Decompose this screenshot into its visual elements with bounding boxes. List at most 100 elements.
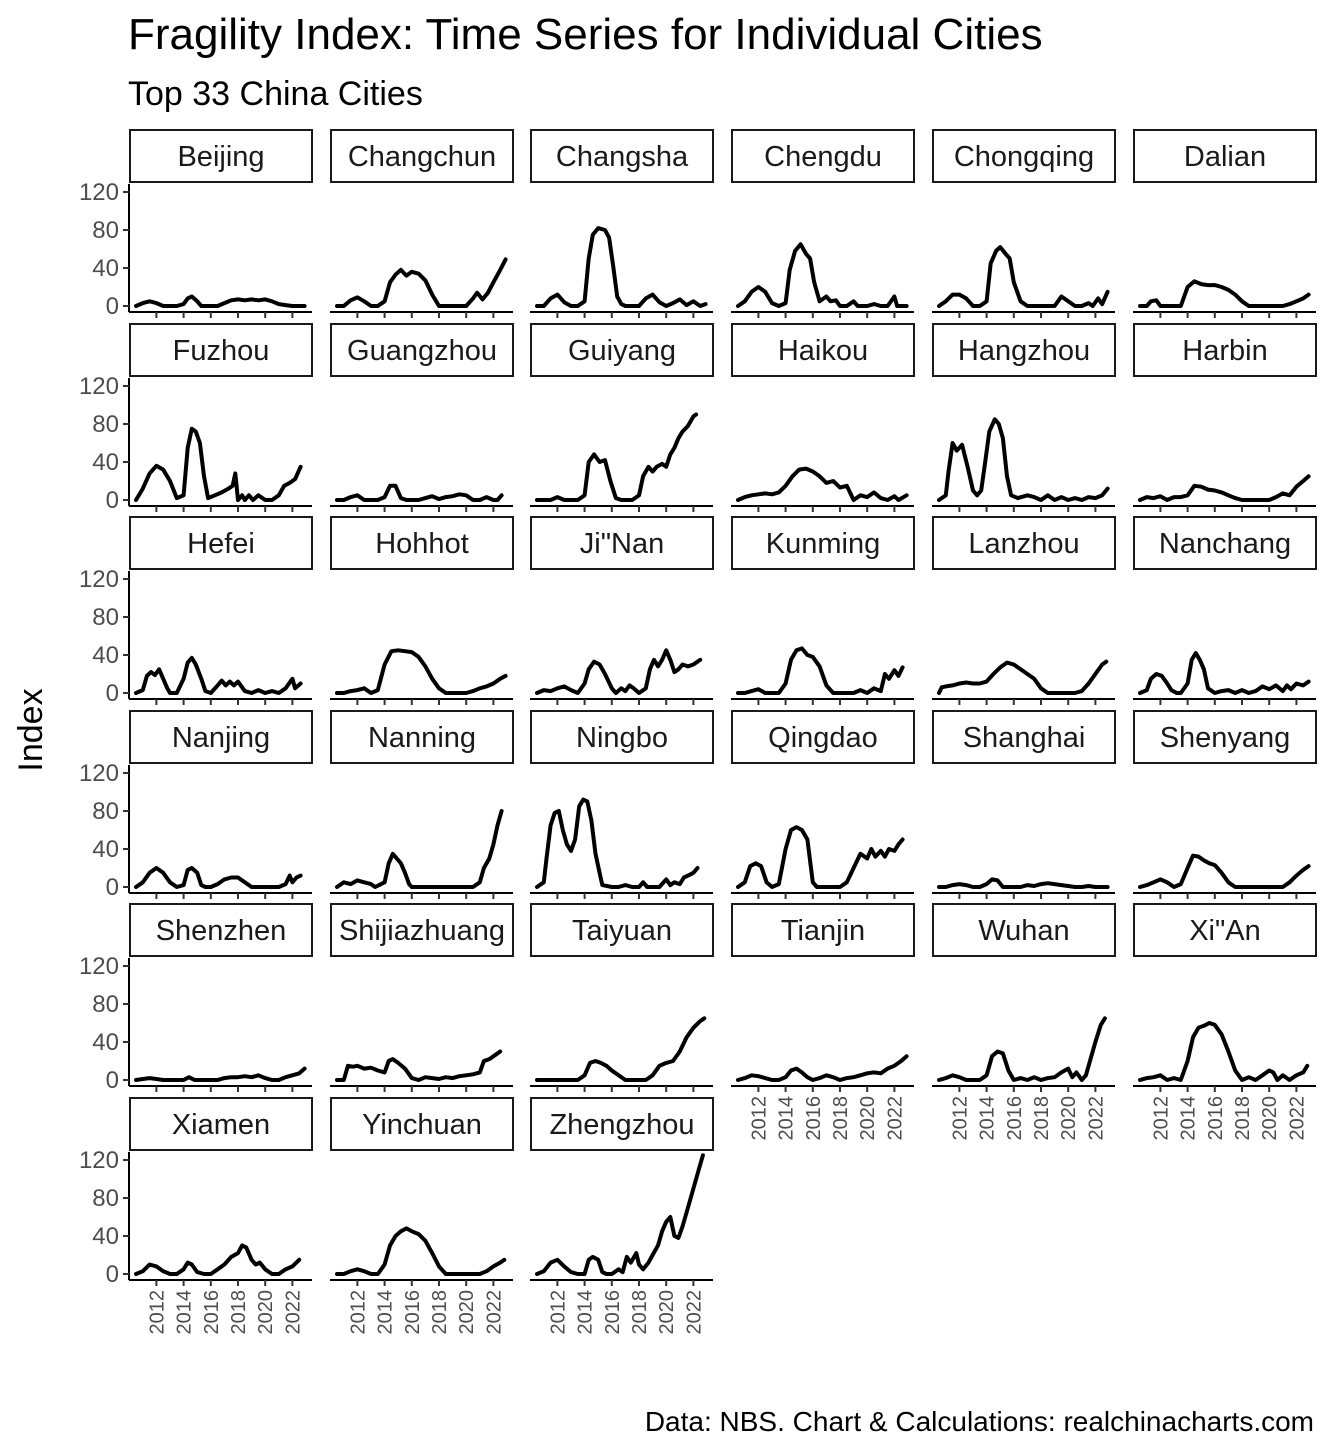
series-line bbox=[335, 1226, 507, 1276]
series-line bbox=[535, 1016, 707, 1082]
series-line bbox=[134, 294, 307, 308]
x-tick-label: 2022 bbox=[282, 1290, 304, 1335]
facet-strip-label: Guangzhou bbox=[347, 335, 497, 367]
facet-strip bbox=[129, 516, 313, 570]
x-tick-label: 2012 bbox=[146, 1290, 168, 1335]
series-line bbox=[535, 1153, 705, 1276]
series-line bbox=[535, 648, 703, 695]
facet-strip bbox=[530, 710, 714, 764]
facet-strip-label: Wuhan bbox=[978, 915, 1069, 947]
series-line bbox=[736, 242, 909, 308]
x-tick-label: 2014 bbox=[575, 1290, 597, 1335]
series-line bbox=[134, 426, 303, 502]
facet-panel-guiyang: Guiyang bbox=[530, 323, 714, 512]
y-tick-label: 80 bbox=[92, 411, 119, 438]
x-tick-label: 2012 bbox=[347, 1290, 369, 1335]
facet-panel-harbin: Harbin bbox=[1133, 323, 1317, 512]
x-tick-label: 2022 bbox=[1286, 1096, 1308, 1141]
facet-strip bbox=[129, 710, 313, 764]
facet-strip-label: Shenzhen bbox=[156, 915, 287, 947]
facet-strip bbox=[1133, 903, 1317, 957]
facet-panel-hohhot: Hohhot bbox=[330, 516, 514, 705]
facet-panel-shijiazhuang: Shijiazhuang bbox=[330, 903, 514, 1092]
facet-strip-label: Haikou bbox=[778, 335, 868, 367]
facet-strip bbox=[731, 323, 915, 377]
y-tick-label: 0 bbox=[106, 680, 119, 707]
y-tick-label: 40 bbox=[92, 836, 119, 863]
facet-strip-label: Kunming bbox=[766, 528, 880, 560]
facet-strip-label: Shijiazhuang bbox=[339, 915, 505, 947]
facet-strip-label: Lanzhou bbox=[968, 528, 1079, 560]
x-tick-label: 2022 bbox=[683, 1290, 705, 1335]
series-line bbox=[134, 1066, 307, 1082]
y-tick-label: 80 bbox=[92, 1185, 119, 1212]
facet-strip-label: Shanghai bbox=[963, 722, 1086, 754]
facet-panel-haikou: Haikou bbox=[731, 323, 915, 512]
series-line bbox=[335, 483, 504, 502]
facet-strip-label: Hohhot bbox=[375, 528, 469, 560]
x-tick-label: 2014 bbox=[977, 1096, 999, 1141]
x-tick-label: 2020 bbox=[456, 1290, 478, 1335]
facet-strip bbox=[129, 129, 313, 183]
facet-panel-jinan: Ji"Nan bbox=[530, 516, 714, 705]
facet-strip bbox=[932, 323, 1116, 377]
x-tick-label: 2016 bbox=[402, 1290, 424, 1335]
x-tick-label: 2020 bbox=[255, 1290, 277, 1335]
y-tick-label: 40 bbox=[92, 1029, 119, 1056]
y-tick-label: 40 bbox=[92, 255, 119, 282]
facet-panel-kunming: Kunming bbox=[731, 516, 915, 705]
y-tick-label: 40 bbox=[92, 1223, 119, 1250]
facet-strip bbox=[731, 129, 915, 183]
facet-panels: Beijing 0 40 80 120 Changchun Changsha Chengdu C… bbox=[79, 129, 1317, 1335]
x-tick-label: 2016 bbox=[201, 1290, 223, 1335]
facet-panel-changsha: Changsha bbox=[530, 129, 714, 318]
facet-strip bbox=[932, 516, 1116, 570]
facet-strip bbox=[1133, 516, 1317, 570]
facet-strip bbox=[330, 903, 514, 957]
facet-panel-shenzhen: Shenzhen 0 40 80 120 bbox=[79, 903, 313, 1094]
facet-panel-tianjin: Tianjin 2012 2014 2016 2018 2020 2022 bbox=[731, 903, 915, 1141]
facet-panel-xiamen: Xiamen 0 40 80 120 2012 2014 2016 2018 2020 2022 bbox=[79, 1097, 313, 1335]
facet-strip-label: Shenyang bbox=[1160, 722, 1291, 754]
series-line bbox=[937, 417, 1110, 502]
facet-strip-label: Zhengzhou bbox=[549, 1109, 694, 1141]
chart-subtitle: Top 33 China Cities bbox=[128, 75, 423, 113]
y-tick-label: 120 bbox=[79, 953, 119, 980]
y-tick-label: 120 bbox=[79, 373, 119, 400]
y-tick-label: 80 bbox=[92, 217, 119, 244]
facet-panel-lanzhou: Lanzhou bbox=[932, 516, 1116, 705]
facet-strip bbox=[330, 129, 514, 183]
facet-strip bbox=[731, 903, 915, 957]
facet-strip-label: Beijing bbox=[177, 141, 264, 173]
x-tick-label: 2012 bbox=[748, 1096, 770, 1141]
y-tick-label: 120 bbox=[79, 1147, 119, 1174]
facet-strip-label: Nanning bbox=[368, 722, 476, 754]
y-tick-label: 120 bbox=[79, 566, 119, 593]
y-tick-label: 40 bbox=[92, 642, 119, 669]
facet-panel-nanning: Nanning bbox=[330, 710, 514, 899]
x-tick-label: 2022 bbox=[1085, 1096, 1107, 1141]
facet-strip-label: Xiamen bbox=[172, 1109, 270, 1141]
y-tick-label: 40 bbox=[92, 449, 119, 476]
series-line bbox=[736, 646, 905, 695]
series-line bbox=[937, 245, 1110, 308]
series-line bbox=[535, 226, 708, 308]
facet-panel-qingdao: Qingdao bbox=[731, 710, 915, 899]
chart-title: Fragility Index: Time Series for Individ… bbox=[128, 10, 1043, 59]
facet-panel-chongqing: Chongqing bbox=[932, 129, 1116, 318]
facet-strip bbox=[731, 516, 915, 570]
x-tick-label: 2020 bbox=[1259, 1096, 1281, 1141]
series-line bbox=[134, 1243, 302, 1276]
facet-strip-label: Qingdao bbox=[768, 722, 878, 754]
series-line bbox=[134, 866, 303, 889]
x-tick-label: 2018 bbox=[429, 1290, 451, 1335]
facet-panel-fuzhou: Fuzhou 0 40 80 120 bbox=[79, 323, 313, 514]
x-tick-label: 2018 bbox=[830, 1096, 852, 1141]
series-line bbox=[937, 877, 1110, 889]
facet-panel-shanghai: Shanghai bbox=[932, 710, 1116, 899]
x-tick-label: 2018 bbox=[228, 1290, 250, 1335]
facet-strip-label: Guiyang bbox=[568, 335, 676, 367]
facet-strip bbox=[330, 516, 514, 570]
facet-strip bbox=[129, 903, 313, 957]
